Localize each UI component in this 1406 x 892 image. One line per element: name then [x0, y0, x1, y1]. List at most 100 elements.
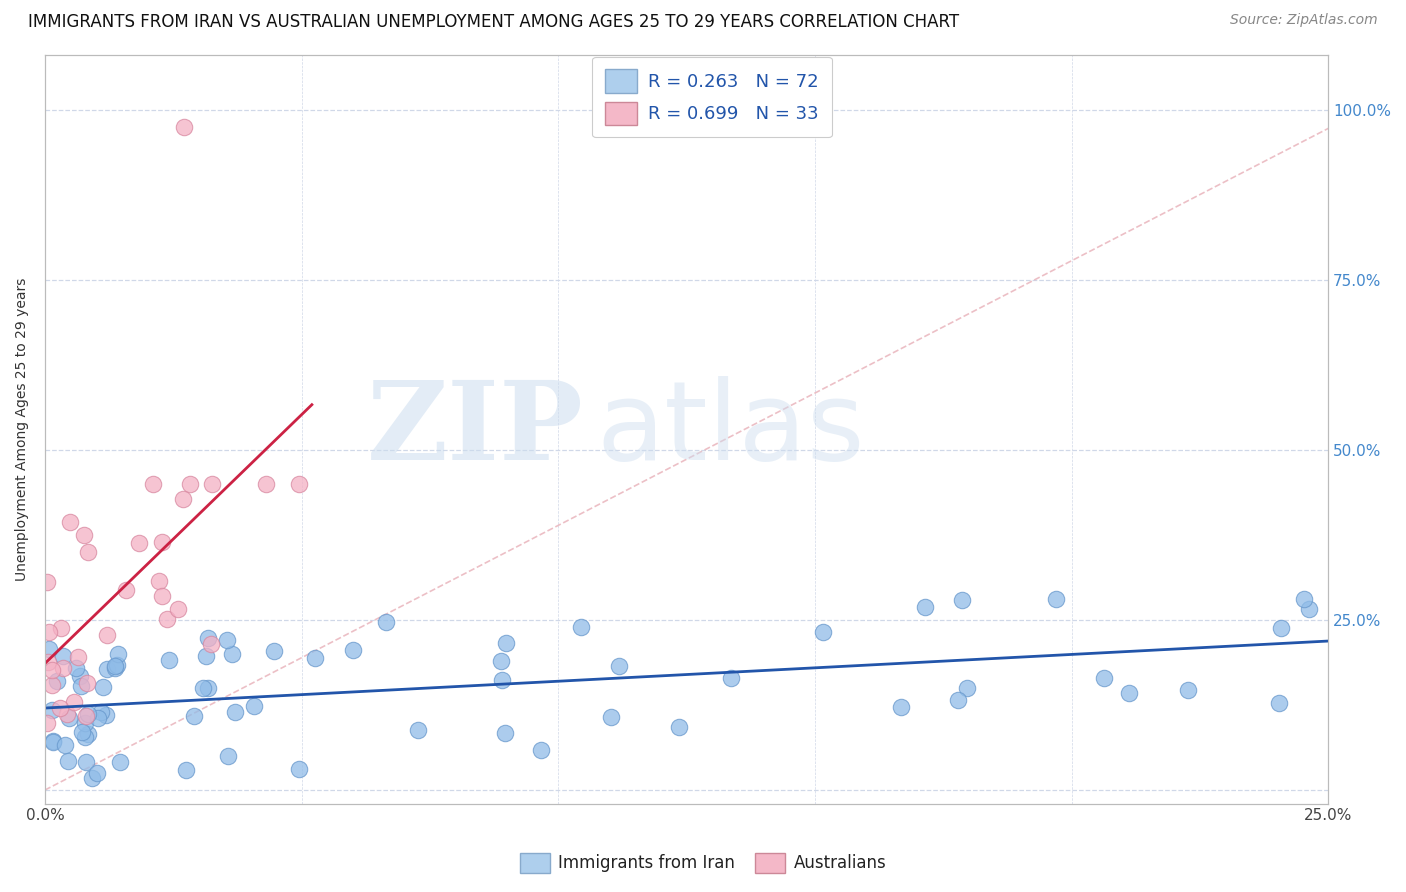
Point	[342, 643, 364, 657]
Point	[38, 642, 60, 657]
Legend: R = 0.263   N = 72, R = 0.699   N = 33: R = 0.263 N = 72, R = 0.699 N = 33	[592, 57, 831, 137]
Point	[890, 700, 912, 714]
Point	[96, 628, 118, 642]
Point	[495, 636, 517, 650]
Point	[375, 615, 398, 630]
Point	[142, 476, 165, 491]
Point	[77, 544, 100, 558]
Point	[76, 726, 98, 740]
Point	[406, 723, 429, 738]
Point	[243, 698, 266, 713]
Point	[201, 476, 224, 491]
Point	[221, 647, 243, 661]
Point	[600, 710, 623, 724]
Point	[37, 575, 59, 590]
Point	[1177, 682, 1199, 697]
Point	[304, 651, 326, 665]
Point	[195, 649, 218, 664]
Point	[41, 678, 63, 692]
Point	[197, 681, 219, 696]
Point	[215, 633, 238, 648]
Point	[607, 659, 630, 673]
Point	[166, 602, 188, 616]
Point	[41, 663, 63, 677]
Point	[150, 589, 173, 603]
Point	[494, 725, 516, 739]
Point	[491, 673, 513, 687]
Point	[38, 625, 60, 640]
Point	[42, 734, 65, 748]
Point	[263, 644, 285, 658]
Text: ZIP: ZIP	[367, 376, 583, 483]
Point	[217, 749, 239, 764]
Point	[1294, 592, 1316, 607]
Point	[1268, 696, 1291, 710]
Point	[53, 738, 76, 752]
Point	[52, 661, 75, 675]
Point	[200, 637, 222, 651]
Point	[1270, 621, 1292, 635]
Point	[1045, 592, 1067, 607]
Point	[56, 707, 79, 722]
Point	[76, 756, 98, 770]
Point	[48, 701, 70, 715]
Point	[956, 681, 979, 695]
Point	[72, 725, 94, 739]
Point	[104, 661, 127, 675]
Point	[720, 671, 742, 685]
Point	[35, 715, 58, 730]
Point	[156, 612, 179, 626]
Point	[56, 754, 79, 768]
Point	[105, 657, 128, 672]
Point	[491, 654, 513, 668]
Point	[173, 120, 195, 134]
Text: atlas: atlas	[596, 376, 865, 483]
Point	[70, 679, 93, 693]
Point	[73, 730, 96, 744]
Point	[193, 681, 215, 695]
Point	[950, 593, 973, 607]
Point	[224, 705, 246, 719]
Point	[93, 680, 115, 694]
Point	[82, 771, 104, 785]
Point	[52, 648, 75, 663]
Point	[58, 711, 80, 725]
Point	[42, 735, 65, 749]
Point	[128, 536, 150, 550]
Point	[76, 676, 98, 690]
Point	[179, 476, 201, 491]
Point	[569, 620, 592, 634]
Point	[67, 649, 90, 664]
Point	[288, 763, 311, 777]
Point	[49, 621, 72, 635]
Point	[75, 708, 97, 723]
Point	[37, 655, 59, 669]
Point	[46, 673, 69, 688]
Point	[59, 515, 82, 529]
Point	[148, 574, 170, 588]
Point	[1298, 602, 1320, 616]
Text: IMMIGRANTS FROM IRAN VS AUSTRALIAN UNEMPLOYMENT AMONG AGES 25 TO 29 YEARS CORREL: IMMIGRANTS FROM IRAN VS AUSTRALIAN UNEMP…	[28, 13, 959, 31]
Point	[86, 766, 108, 780]
Point	[174, 763, 197, 777]
Point	[94, 708, 117, 723]
Point	[811, 624, 834, 639]
Point	[63, 695, 86, 709]
Point	[1092, 671, 1115, 685]
Point	[110, 755, 132, 769]
Point	[96, 662, 118, 676]
Point	[946, 692, 969, 706]
Point	[197, 632, 219, 646]
Y-axis label: Unemployment Among Ages 25 to 29 years: Unemployment Among Ages 25 to 29 years	[15, 277, 30, 581]
Point	[73, 716, 96, 731]
Point	[104, 658, 127, 673]
Point	[87, 711, 110, 725]
Point	[183, 708, 205, 723]
Point	[150, 535, 173, 549]
Point	[1118, 686, 1140, 700]
Point	[256, 476, 278, 491]
Point	[73, 528, 96, 542]
Point	[77, 707, 100, 722]
Point	[41, 703, 63, 717]
Point	[530, 743, 553, 757]
